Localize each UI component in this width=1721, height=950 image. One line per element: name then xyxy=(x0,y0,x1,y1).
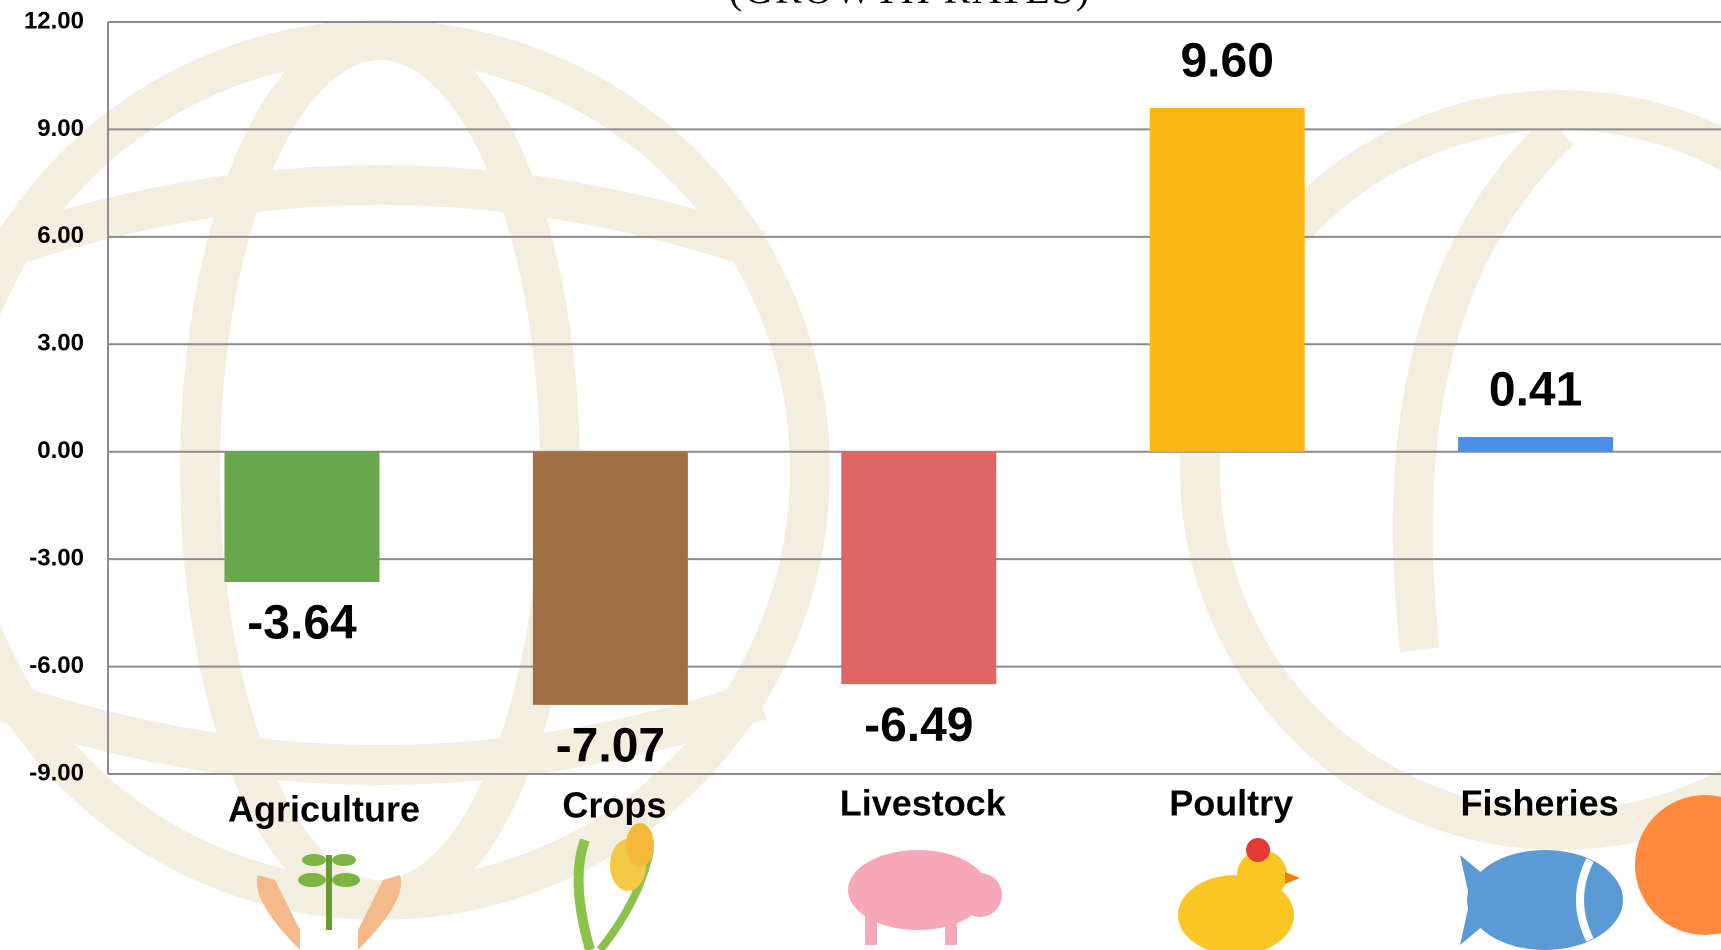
value-label: 9.60 xyxy=(1180,35,1273,88)
y-tick-label: -6.00 xyxy=(29,652,84,679)
y-tick-label: 12.00 xyxy=(24,7,84,34)
bars xyxy=(224,107,1614,705)
icons xyxy=(256,795,1721,950)
value-label: -3.64 xyxy=(247,597,357,650)
y-tick-label: 9.00 xyxy=(37,115,84,142)
y-tick-label: -3.00 xyxy=(29,544,84,571)
fish-icon xyxy=(1460,850,1623,950)
y-tick-label: 0.00 xyxy=(37,437,84,464)
labels: -9.00 -6.00 -3.00 0.00 3.00 6.00 9.00 12.00 Agri… xyxy=(24,7,1619,829)
pig-icon xyxy=(848,850,1002,945)
x-tick-label: Agriculture xyxy=(228,789,420,830)
y-tick-label: -9.00 xyxy=(29,759,84,786)
decor-circle xyxy=(1635,795,1721,935)
y-tick-label: 3.00 xyxy=(37,330,84,357)
bar xyxy=(1458,437,1614,452)
x-tick-label: Crops xyxy=(562,785,666,826)
value-label: 0.41 xyxy=(1489,364,1582,417)
chicken-icon xyxy=(1178,838,1300,950)
bar xyxy=(224,451,380,583)
wheat-icon xyxy=(573,823,654,950)
chart-subtitle: (GROWTH RATES) xyxy=(729,0,1091,12)
x-tick-label: Livestock xyxy=(840,783,1007,824)
hands-plant-icon xyxy=(256,854,402,950)
value-label: -6.49 xyxy=(864,699,973,752)
bar xyxy=(841,451,997,685)
bar xyxy=(1149,107,1305,452)
bar xyxy=(532,451,688,705)
y-tick-label: 6.00 xyxy=(37,222,84,249)
value-label: -7.07 xyxy=(556,720,665,773)
x-tick-label: Fisheries xyxy=(1461,783,1619,824)
x-tick-label: Poultry xyxy=(1169,783,1293,824)
